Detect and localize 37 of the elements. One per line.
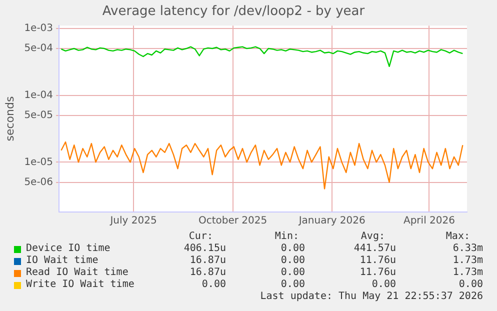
x-tick-label: January 2026 [298, 216, 366, 227]
text: 6.33m [452, 243, 483, 255]
text: 0.00 [458, 279, 483, 291]
text: 1.73m [452, 267, 483, 279]
text: Min: [274, 231, 299, 243]
y-tick-label: 1e-05 [24, 156, 54, 168]
text: Last update: Thu May 21 22:55:37 2026 [260, 291, 483, 303]
text: 0.00 [280, 255, 305, 267]
y-tick-label: 1e-03 [24, 22, 54, 34]
text: 1.73m [452, 255, 483, 267]
text: 11.76u [360, 267, 396, 279]
text: Cur: [188, 231, 213, 243]
legend-label: IO Wait time [26, 255, 98, 267]
y-tick-label: 1e-04 [24, 90, 54, 101]
text: 406.15u [184, 243, 226, 255]
text: Max: [446, 231, 470, 243]
text: 0.00 [202, 279, 226, 291]
text: 0.00 [372, 279, 396, 291]
x-tick-label: July 2025 [109, 216, 157, 227]
x-tick-label: April 2026 [403, 216, 455, 227]
y-tick-label: 5e-06 [24, 176, 54, 188]
x-tick-label: October 2025 [198, 216, 268, 227]
text: 16.87u [190, 267, 226, 279]
text: 16.87u [190, 255, 226, 267]
y-tick-label: 5e-05 [24, 110, 54, 122]
text: Avg: [360, 231, 385, 243]
text: 11.76u [360, 255, 396, 267]
y-tick-label: 5e-04 [24, 43, 54, 54]
legend-label: Read IO Wait time [26, 267, 128, 279]
chart-title: Average latency for /dev/loop2 - by year [102, 4, 366, 20]
text: 0.00 [280, 279, 305, 291]
legend-label: Device IO time [26, 243, 110, 255]
text: 441.57u [354, 243, 396, 255]
y-axis-title: seconds [3, 96, 16, 142]
text: 0.00 [280, 243, 305, 255]
text: 0.00 [280, 267, 305, 279]
legend-label: Write IO Wait time [26, 279, 134, 291]
